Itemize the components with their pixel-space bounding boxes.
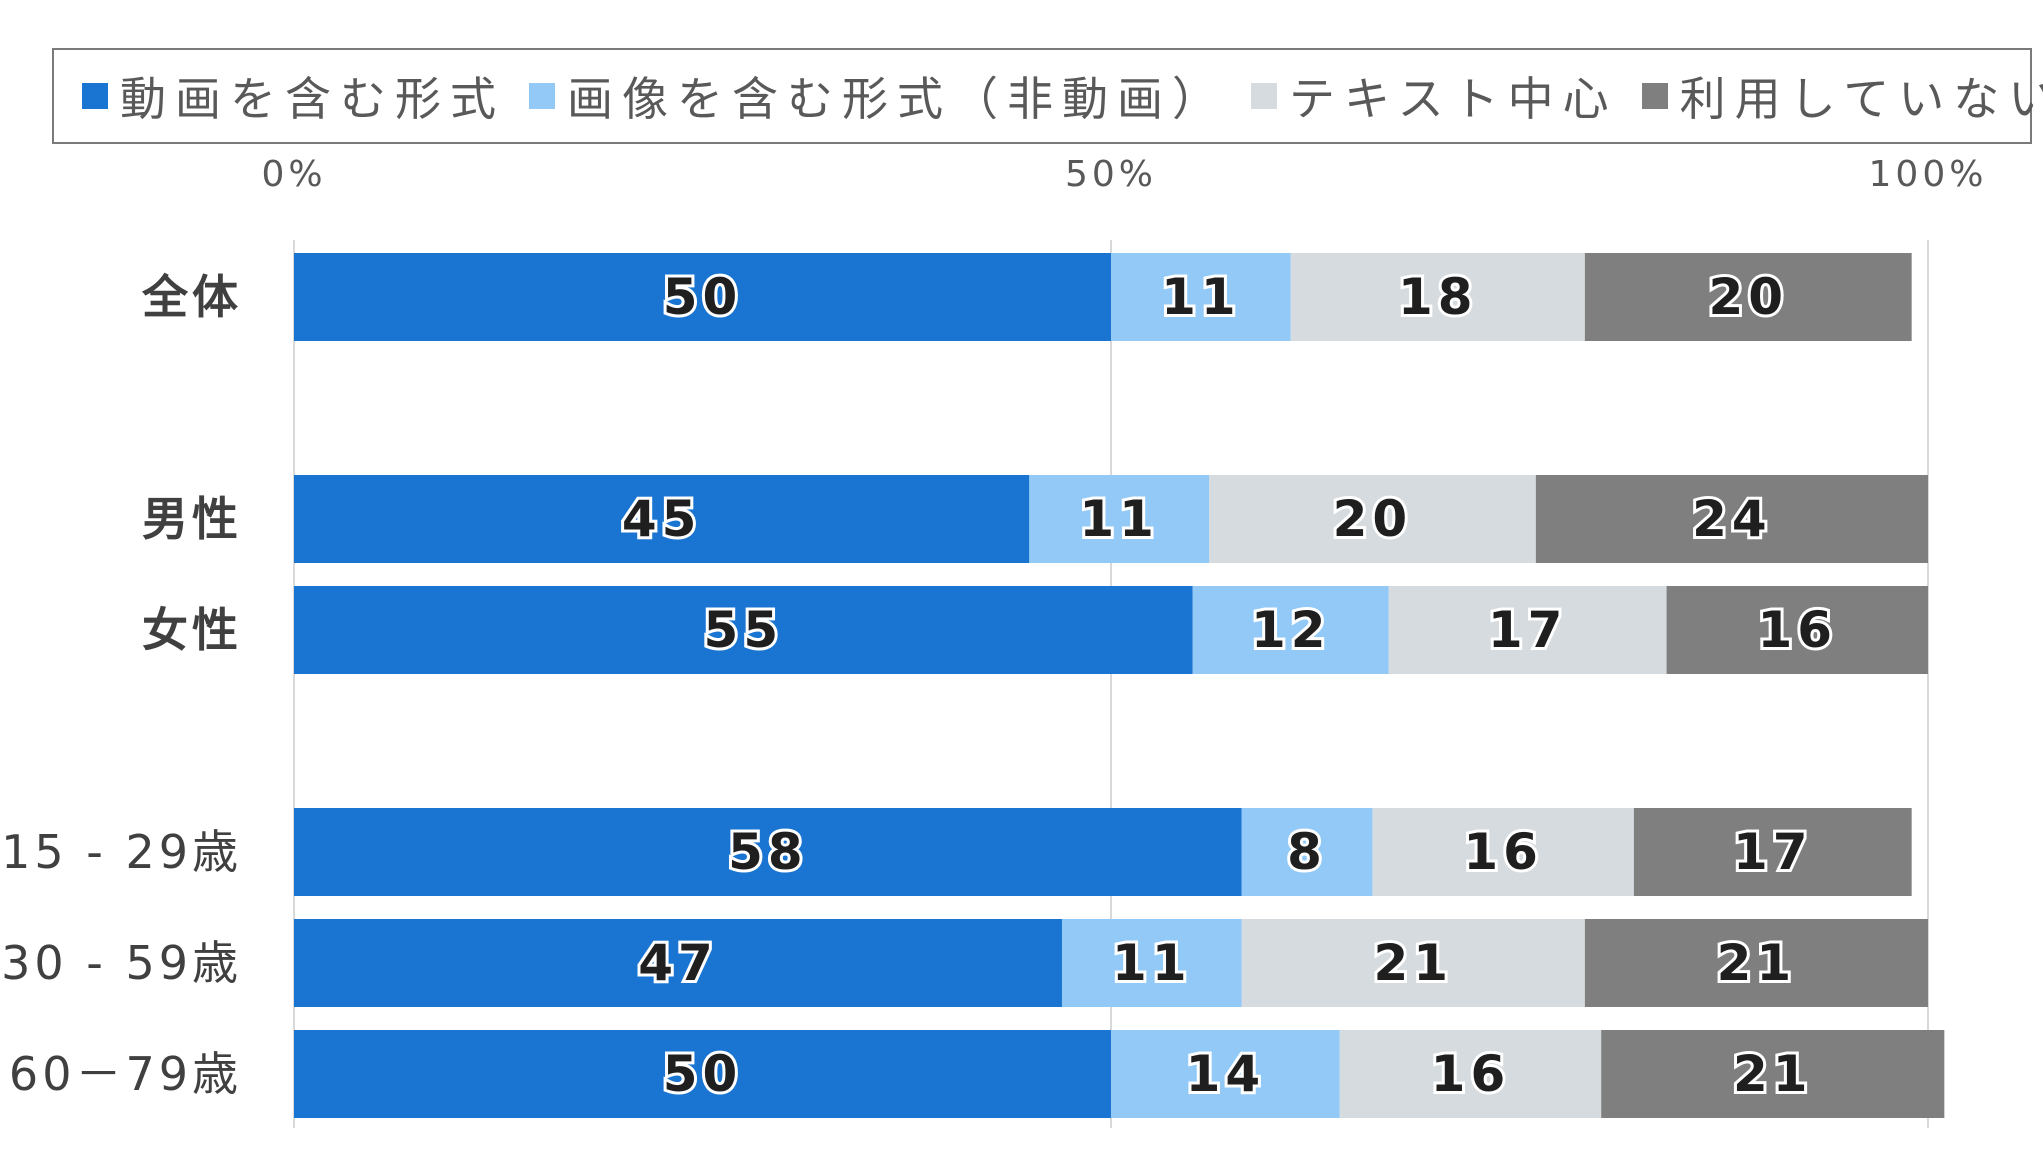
data-label: 16 [1431,1045,1511,1103]
data-label: 8 [1287,823,1327,881]
bar-segment [294,808,1242,896]
data-label: 21 [1373,934,1453,992]
x-tick-label: 50% [1065,154,1157,195]
data-label: 11 [1112,934,1192,992]
legend-label: 動画を含む形式 [120,72,505,126]
legend-label: 利用していない [1679,72,2043,126]
bars [294,253,1945,1118]
legend-swatch [82,83,108,109]
data-label: 21 [1733,1045,1813,1103]
bar-segment [1584,919,1928,1007]
bar-segment [1601,1030,1945,1118]
data-label: 47 [638,934,718,992]
value-labels: 50 11 18 20 45 11 20 24 55 12 17 16 58 8 16 17 47 11 21 21 5… [619,265,1837,1106]
x-tick-label: 0% [261,154,326,195]
data-label: 17 [1488,601,1568,659]
legend-swatch [1641,83,1668,109]
bar-segment [1633,808,1912,896]
bar-segment [1061,919,1242,1007]
bar-segment [1584,253,1912,341]
bar-segment [1111,1030,1340,1118]
category-label: 30 - 59歳 [1,936,242,990]
x-tick-label: 100% [1869,154,1988,195]
data-label: 50 [663,268,743,326]
bar-segment [1192,586,1389,674]
bar-segment [1111,253,1291,341]
data-label: 24 [1692,490,1772,548]
legend-label: 画像を含む形式（非動画） [567,72,1227,126]
bar-segment [1029,475,1210,563]
legend-label: テキスト中心 [1289,72,1618,126]
bar-segment [1209,475,1536,563]
data-label: 11 [1161,268,1241,326]
bar-segment [294,1030,1111,1118]
data-label: 58 [728,823,808,881]
x-axis-ticks: 0% 50% 100% [261,154,1988,195]
data-label: 45 [622,490,702,548]
data-label: 18 [1398,268,1478,326]
bar-segment [1290,253,1585,341]
legend-item: 動画を含む形式 [82,63,505,129]
legend-item: テキスト中心 [1251,63,1618,129]
data-label: 14 [1186,1045,1266,1103]
data-label: 55 [704,601,784,659]
legend-swatch [529,83,555,109]
data-label: 20 [1333,490,1413,548]
category-label: 60－79歳 [9,1047,242,1101]
bar-segment [1241,808,1373,896]
legend-swatch [1251,83,1277,109]
data-label: 50 [663,1045,743,1103]
bar-segment [294,475,1030,563]
data-label: 21 [1717,934,1797,992]
data-label: 20 [1708,268,1788,326]
bar-segment [1666,586,1928,674]
bar-segment [294,919,1062,1007]
legend-item: 利用していない [1641,63,2043,129]
category-label: 男性 [142,492,242,546]
category-label: 全体 [141,270,242,324]
data-label: 16 [1463,823,1543,881]
legend-item: 画像を含む形式（非動画） [529,63,1227,129]
bar-segment [1339,1030,1602,1118]
data-label: 12 [1251,601,1331,659]
bar-segment [1535,475,1928,563]
data-label: 11 [1079,490,1159,548]
bar-segment [1372,808,1634,896]
bar-segment [294,586,1193,674]
data-label: 16 [1757,601,1837,659]
category-label: 15 - 29歳 [1,825,242,879]
bar-segment [1388,586,1667,674]
bar-segment [1241,919,1585,1007]
bar-segment [294,253,1111,341]
chart-legend: 動画を含む形式 画像を含む形式（非動画） テキスト中心 利用していない [52,48,2043,144]
data-label: 17 [1733,823,1813,881]
category-label: 女性 [142,603,242,657]
